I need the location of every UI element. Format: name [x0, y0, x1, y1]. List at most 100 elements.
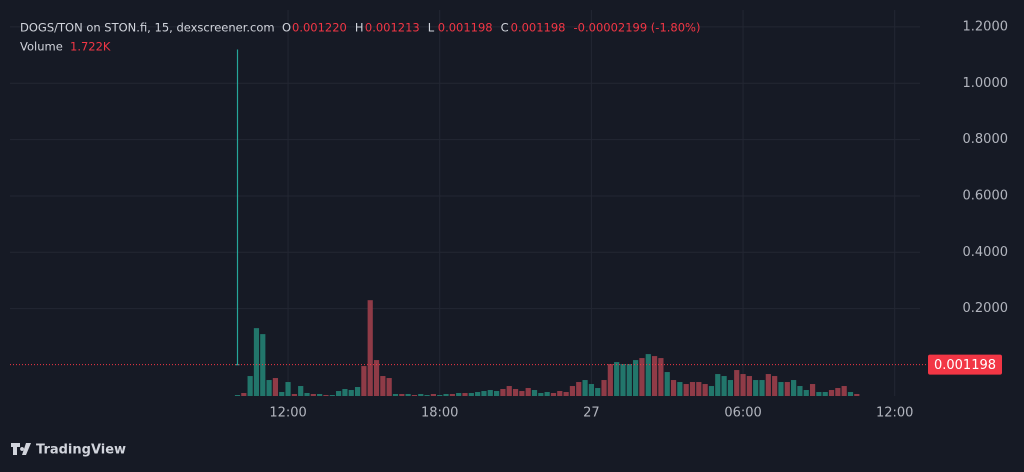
volume-bar — [589, 384, 594, 396]
volume-bar — [273, 378, 278, 396]
volume-bar — [614, 362, 619, 396]
volume-bar — [842, 386, 847, 396]
volume-bar — [519, 391, 524, 396]
volume-bar — [778, 382, 783, 396]
volume-bar — [336, 391, 341, 396]
legend-key: O — [282, 21, 291, 35]
volume-bar — [595, 388, 600, 396]
volume-bar — [285, 382, 290, 396]
volume-bar — [791, 380, 796, 396]
y-tick-label: 1.2000 — [963, 19, 1009, 34]
volume-bar — [810, 384, 815, 396]
volume-bar — [671, 380, 676, 396]
volume-bar — [304, 393, 309, 396]
volume-bar — [538, 393, 543, 396]
volume-bar — [753, 380, 758, 396]
volume-bar — [652, 356, 657, 396]
volume-bar — [500, 389, 505, 396]
volume-bar — [684, 384, 689, 396]
volume-bar — [715, 374, 720, 396]
volume-bar — [804, 390, 809, 396]
volume-bar — [576, 382, 581, 396]
volume-bar — [848, 392, 853, 396]
volume-bar — [740, 374, 745, 396]
volume-bar — [355, 387, 360, 396]
volume-bar — [734, 370, 739, 396]
legend-value: 0.001198 — [438, 21, 493, 35]
volume-bar — [418, 394, 423, 396]
volume-bar — [690, 382, 695, 396]
volume-bar — [665, 372, 670, 396]
volume-bar — [380, 376, 385, 396]
volume-bar — [311, 394, 316, 396]
volume-bar — [317, 394, 322, 396]
volume-bar — [639, 358, 644, 396]
volume-bar — [627, 364, 632, 396]
volume-bar — [582, 380, 587, 396]
volume-bar — [393, 394, 398, 396]
volume-bar — [658, 358, 663, 396]
legend-change: -0.00002199 (-1.80%) — [574, 21, 701, 35]
legend-value: 0.001198 — [511, 21, 566, 35]
legend-key: H — [355, 21, 364, 35]
volume-bar — [620, 364, 625, 396]
volume-bar — [254, 328, 259, 396]
volume-bar — [785, 382, 790, 396]
volume-bar — [437, 395, 442, 396]
legend-key: L — [428, 21, 435, 35]
volume-bar — [759, 380, 764, 396]
volume-bar — [532, 390, 537, 396]
volume-bar — [266, 380, 271, 396]
volume-bar — [475, 392, 480, 396]
legend-value: 0.001220 — [292, 21, 347, 35]
volume-bar — [412, 395, 417, 396]
volume-bar — [456, 393, 461, 396]
volume-bar — [241, 393, 246, 396]
volume-bar — [766, 374, 771, 396]
volume-bar — [450, 394, 455, 396]
volume-bar — [469, 393, 474, 396]
y-tick-label: 1.0000 — [963, 76, 1009, 91]
volume-bar — [279, 392, 284, 396]
volume-bar — [816, 392, 821, 396]
volume-bar — [292, 394, 297, 396]
volume-last: 1.722K — [70, 40, 111, 54]
x-tick-label: 27 — [583, 406, 600, 421]
volume-bar — [349, 390, 354, 396]
volume-bar — [342, 389, 347, 396]
legend-key: C — [501, 21, 509, 35]
y-tick-label: 0.4000 — [963, 245, 1009, 260]
volume-bar — [443, 394, 448, 396]
volume-bar — [646, 354, 651, 396]
volume-bar — [488, 390, 493, 396]
volume-bar — [835, 388, 840, 396]
x-tick-label: 06:00 — [724, 406, 761, 421]
volume-bar — [248, 376, 253, 396]
volume-bar — [728, 380, 733, 396]
volume-bar — [703, 384, 708, 396]
volume-bar — [387, 378, 392, 396]
volume-name: Volume — [20, 40, 63, 54]
volume-bar — [399, 394, 404, 396]
volume-bar — [481, 391, 486, 396]
x-tick-label: 18:00 — [421, 406, 458, 421]
volume-bar — [854, 394, 859, 396]
volume-bar — [696, 382, 701, 396]
y-tick-label: 0.2000 — [963, 301, 1009, 316]
volume-bar — [797, 386, 802, 396]
volume-bar — [772, 376, 777, 396]
volume-bar — [526, 388, 531, 396]
volume-bar — [601, 380, 606, 396]
x-tick-label: 12:00 — [876, 406, 913, 421]
volume-bar — [633, 360, 638, 396]
volume-bar — [235, 395, 240, 396]
volume-bar — [406, 394, 411, 396]
watermark-text: TradingView — [36, 443, 126, 458]
volume-bar — [424, 395, 429, 396]
volume-bar — [823, 392, 828, 396]
volume-bar — [564, 392, 569, 396]
volume-bar — [298, 386, 303, 396]
volume-bar — [709, 386, 714, 396]
